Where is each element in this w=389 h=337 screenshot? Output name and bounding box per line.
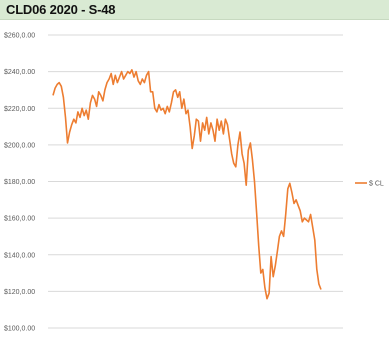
y-tick-label: $100,0.00 — [4, 326, 35, 333]
y-tick-label: $160,0.00 — [4, 216, 35, 223]
legend-label: $ CL — [369, 181, 384, 188]
y-tick-label: $180,0.00 — [4, 179, 35, 186]
chart-title: CLD06 2020 - S-48 — [6, 2, 116, 17]
chart-plot-area: $100,0.00 $120,0.00 $140,0.00 $160,0.00 $180… — [4, 33, 384, 333]
y-tick-label: $140,0.00 — [4, 252, 35, 259]
y-tick-label: $120,0.00 — [4, 289, 35, 296]
y-tick-label: $260,0.00 — [4, 33, 35, 40]
series-line-0 — [52, 68, 322, 300]
y-tick-label: $240,0.00 — [4, 69, 35, 76]
y-tick-label: $200,0.00 — [4, 142, 35, 149]
y-tick-label: $220,0.00 — [4, 106, 35, 113]
title-bar: CLD06 2020 - S-48 — [0, 0, 389, 20]
